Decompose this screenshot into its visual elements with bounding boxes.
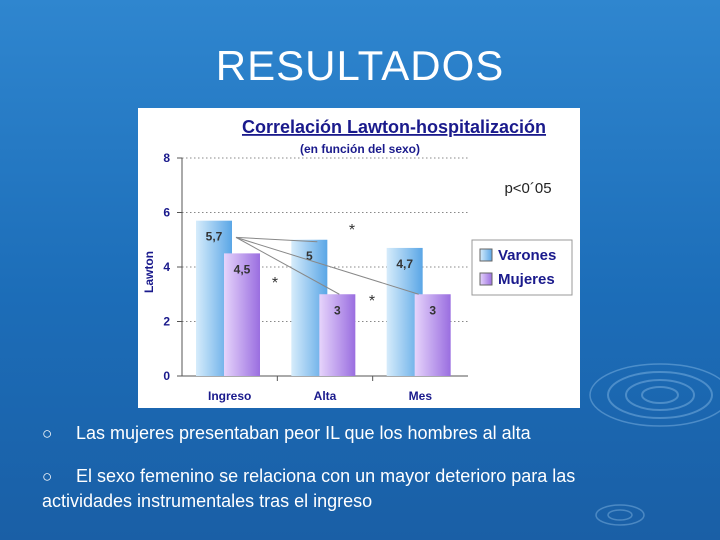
significance-star: * [272,275,278,292]
bullet-circle-icon: ○ [42,467,53,486]
x-tick-label: Mes [409,389,433,403]
bar-value-label: 3 [334,303,341,317]
chart-subtitle: (en función del sexo) [300,142,420,156]
x-tick-label: Ingreso [208,389,251,403]
y-tick-label: 2 [163,315,170,329]
bullet-circle-icon: ○ [42,424,53,443]
bullet-item: ○ Las mujeres presentaban peor IL que los… [42,421,531,446]
chart-title: Correlación Lawton-hospitalización [242,117,546,137]
bullet-item: ○ El sexo femenino se relaciona con un ma… [42,464,662,513]
bar-value-label: 5 [306,249,313,263]
bullet-text: El sexo femenino se relaciona con un may… [42,466,576,511]
bar-value-label: 5,7 [206,230,223,244]
bar-value-label: 3 [429,303,436,317]
p-value-annotation: p<0´05 [504,180,551,197]
legend-label: Mujeres [498,271,555,288]
significance-star: * [349,222,355,239]
bar-value-label: 4,7 [396,257,413,271]
legend-swatch [479,248,493,262]
comparison-line [235,236,419,295]
y-tick-label: 8 [163,151,170,165]
legend-label: Varones [498,247,556,264]
bar-chart: Correlación Lawton-hospitalización (en fu… [142,117,573,403]
significance-star: * [369,293,375,310]
legend-swatch [479,272,493,286]
bar-mujeres [319,294,356,376]
bullet-text: Las mujeres presentaban peor IL que los … [76,423,531,443]
comparison-line [235,236,318,243]
y-tick-label: 4 [163,260,170,274]
bar-mujeres [224,253,260,376]
y-tick-label: 6 [163,206,170,220]
slide-title: RESULTADOS [215,42,505,89]
bar-value-label: 4,5 [234,262,251,276]
bar-mujeres [414,294,451,376]
x-tick-label: Alta [314,389,337,403]
y-axis-label: Lawton [142,251,156,293]
y-tick-label: 0 [163,369,170,383]
comparison-line [235,236,340,295]
